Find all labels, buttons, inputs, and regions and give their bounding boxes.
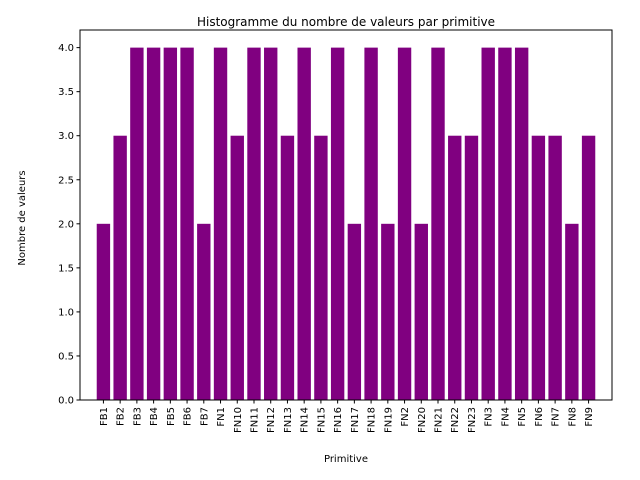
bar-fn8 bbox=[565, 223, 579, 400]
x-tick-label: FN6 bbox=[534, 407, 545, 427]
x-tick-label: FB3 bbox=[132, 407, 143, 426]
bar-fb1 bbox=[96, 223, 111, 400]
bar-fn19 bbox=[381, 223, 395, 400]
x-tick-label: FN13 bbox=[283, 407, 294, 433]
bar-fn21 bbox=[431, 47, 445, 400]
x-tick-label: FN18 bbox=[367, 407, 378, 433]
bar-fn1 bbox=[213, 47, 228, 400]
y-tick-label: 3.0 bbox=[58, 131, 74, 142]
x-tick-label: FN10 bbox=[233, 407, 244, 433]
y-axis-title: Nombre de valeurs bbox=[17, 170, 28, 265]
x-axis-title: Primitive bbox=[324, 454, 368, 465]
x-tick-label: FB2 bbox=[116, 407, 127, 426]
x-tick-label: FB6 bbox=[183, 407, 194, 426]
x-tick-label: FN1 bbox=[216, 407, 227, 427]
bar-fn5 bbox=[514, 47, 529, 400]
x-tick-label: FN8 bbox=[567, 407, 578, 427]
chart-title: Histogramme du nombre de valeurs par pri… bbox=[197, 15, 495, 29]
bar-fn4 bbox=[498, 47, 512, 400]
x-tick-label: FN17 bbox=[350, 407, 361, 433]
x-tick-label: FN15 bbox=[316, 407, 327, 433]
bar-fn12 bbox=[264, 47, 278, 400]
bar-fn3 bbox=[481, 47, 495, 400]
x-tick-label: FB5 bbox=[166, 407, 177, 426]
bar-fb4 bbox=[146, 47, 161, 400]
bar-fn7 bbox=[548, 135, 562, 400]
x-tick-label: FN23 bbox=[467, 407, 478, 433]
x-tick-label: FN20 bbox=[417, 407, 428, 433]
bars-group bbox=[96, 47, 596, 400]
y-tick-label: 0.5 bbox=[58, 351, 74, 362]
bar-fn15 bbox=[314, 135, 328, 400]
bar-fn16 bbox=[330, 47, 345, 400]
x-tick-label: FN3 bbox=[484, 407, 495, 427]
plot-frame bbox=[79, 29, 613, 401]
y-tick-label: 2.0 bbox=[58, 219, 74, 230]
bar-fn13 bbox=[280, 135, 295, 400]
x-axis: FB1 FB2 FB3 FB4 FB5 FB6 FB7 FN1 FN10 FN11 FN12 FN13… bbox=[99, 400, 595, 433]
bar-fn14 bbox=[297, 47, 311, 400]
x-tick-label: FN22 bbox=[450, 407, 461, 433]
x-tick-label: FN9 bbox=[584, 407, 595, 427]
bar-fb2 bbox=[113, 135, 127, 400]
x-tick-label: FN16 bbox=[333, 407, 344, 433]
y-tick-label: 2.5 bbox=[58, 175, 74, 186]
x-tick-label: FN4 bbox=[500, 407, 511, 427]
bar-fn22 bbox=[448, 135, 462, 400]
bar-fn20 bbox=[414, 223, 428, 400]
bar-fb7 bbox=[197, 223, 211, 400]
x-tick-label: FN7 bbox=[551, 407, 562, 427]
bar-fn9 bbox=[581, 135, 596, 400]
bar-fn17 bbox=[347, 223, 362, 400]
x-tick-label: FN14 bbox=[300, 407, 311, 433]
bar-fn11 bbox=[247, 47, 261, 400]
y-tick-label: 0.0 bbox=[58, 396, 74, 407]
bar-fn23 bbox=[464, 135, 479, 400]
bar-fn6 bbox=[531, 135, 546, 400]
bar-fn2 bbox=[397, 47, 412, 400]
x-tick-label: FN11 bbox=[249, 407, 260, 433]
y-tick-label: 1.5 bbox=[58, 263, 74, 274]
x-tick-label: FN21 bbox=[434, 407, 445, 433]
x-tick-label: FN19 bbox=[383, 407, 394, 433]
bar-fb5 bbox=[163, 47, 178, 400]
x-tick-label: FN5 bbox=[517, 407, 528, 427]
x-tick-label: FB4 bbox=[149, 407, 160, 426]
y-tick-label: 4.0 bbox=[58, 43, 74, 54]
y-axis: 0.0 0.5 1.0 1.5 2.0 2.5 3.0 3.5 4.0 bbox=[58, 43, 80, 407]
y-tick-label: 3.5 bbox=[58, 87, 74, 98]
x-tick-label: FN2 bbox=[400, 407, 411, 427]
bar-fb6 bbox=[180, 47, 194, 400]
bar-fn18 bbox=[364, 47, 378, 400]
x-tick-label: FN12 bbox=[266, 407, 277, 433]
y-tick-label: 1.0 bbox=[58, 307, 74, 318]
x-tick-label: FB1 bbox=[99, 407, 110, 426]
bar-fb3 bbox=[130, 47, 144, 400]
bar-fn10 bbox=[230, 135, 244, 400]
x-tick-label: FB7 bbox=[199, 407, 210, 426]
